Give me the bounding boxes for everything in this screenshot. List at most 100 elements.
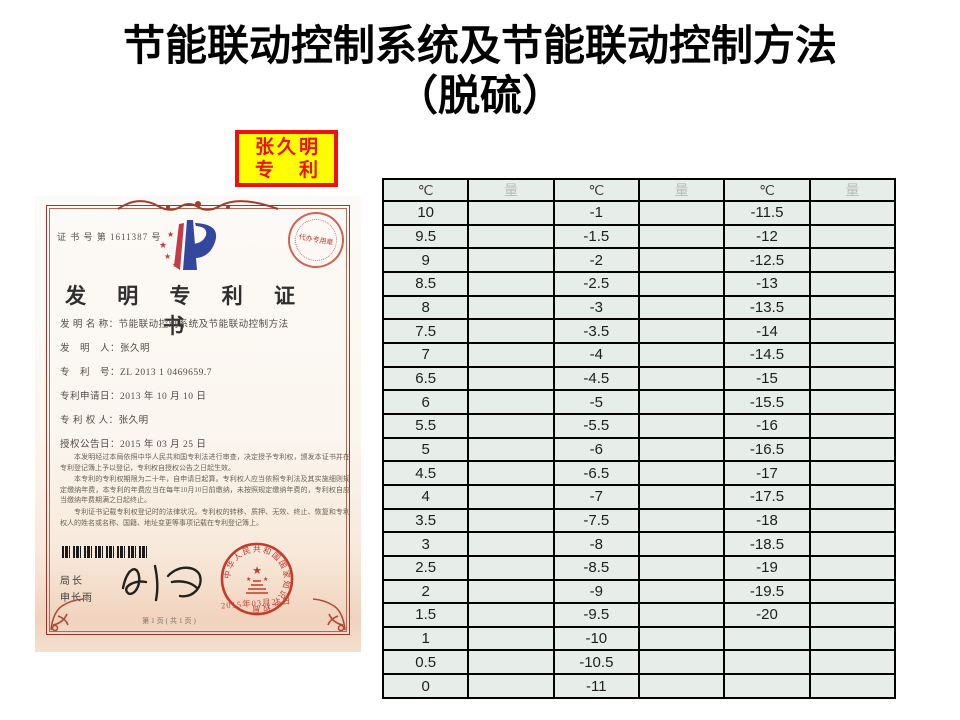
table-row: 2.5 -8.5 -19 <box>381 554 897 581</box>
table-cell: -5 <box>552 389 640 415</box>
table-cell <box>637 578 726 605</box>
table-cell <box>467 294 555 321</box>
table-cell: -9.5 <box>552 602 640 628</box>
table-cell <box>808 531 897 557</box>
table-cell: -8.5 <box>552 554 640 581</box>
svg-text:★: ★ <box>159 240 167 250</box>
page-footer: 第1页(共1页) <box>142 617 198 625</box>
table-cell <box>808 673 897 699</box>
table-cell <box>467 483 555 510</box>
table-cell: -1 <box>552 200 640 226</box>
table-cell: 6.5 <box>381 365 470 392</box>
table-row: 8 -3 -13.5 <box>381 294 897 321</box>
header-temp: ℃ <box>552 178 640 202</box>
table-cell: 0 <box>381 673 470 699</box>
table-cell <box>637 554 726 581</box>
table-cell: -7.5 <box>552 507 640 534</box>
certificate-field: 发 明 名 称：节能联动控制系统及节能联动控制方法 <box>60 320 289 330</box>
director-label: 局长 <box>60 576 84 587</box>
table-cell: 4 <box>381 483 470 510</box>
table-cell <box>637 483 726 510</box>
table-cell: -13.5 <box>723 294 811 321</box>
table-cell: 1.5 <box>381 602 470 628</box>
signature-icon <box>121 564 202 602</box>
table-cell: -17.5 <box>723 483 811 510</box>
table-cell <box>808 247 897 273</box>
temp-table-body: 10 -1 -11.5 9.5 -1.5 -12 9 -2 -12.5 8.5 -2.5 -13 8 -3… <box>381 200 897 699</box>
table-cell: 8 <box>381 294 470 321</box>
table-cell <box>637 223 726 250</box>
table-cell <box>467 200 555 226</box>
table-cell: 0.5 <box>381 649 470 676</box>
table-cell <box>808 341 897 368</box>
table-cell <box>467 341 555 368</box>
table-cell: 2 <box>381 578 470 605</box>
table-cell <box>467 223 555 250</box>
svg-text:★: ★ <box>246 576 251 583</box>
table-row: 7 -4 -14.5 <box>381 341 897 368</box>
table-cell: -11.5 <box>723 200 811 226</box>
table-cell <box>637 531 726 557</box>
table-cell <box>637 294 726 321</box>
table-cell: -7 <box>552 483 640 510</box>
table-row: 5.5 -5.5 -16 <box>381 412 897 439</box>
table-cell: -12 <box>723 223 811 250</box>
table-cell: -17 <box>723 460 811 486</box>
table-row: 0 -11 <box>381 673 897 699</box>
table-cell: 5.5 <box>381 412 470 439</box>
table-cell <box>808 223 897 250</box>
table-cell: -16 <box>723 412 811 439</box>
certificate-field: 授权公告日：2015 年 03 月 25 日 <box>60 440 207 450</box>
table-cell <box>637 507 726 534</box>
table-cell <box>808 602 897 628</box>
table-cell <box>808 649 897 676</box>
table-cell <box>467 649 555 676</box>
table-cell <box>467 673 555 699</box>
table-cell: -2 <box>552 247 640 273</box>
table-cell <box>637 200 726 226</box>
table-cell: 10 <box>381 200 470 226</box>
table-cell <box>467 507 555 534</box>
certificate-number: 证 书 号 第 1611387 号 <box>57 232 162 242</box>
table-row: 7.5 -3.5 -14 <box>381 318 897 344</box>
table-cell: 3 <box>381 531 470 557</box>
certificate-field: 发 明 人：张久明 <box>60 344 151 354</box>
table-cell: -12.5 <box>723 247 811 273</box>
table-cell <box>637 389 726 415</box>
table-row: 2 -9 -19.5 <box>381 578 897 605</box>
table-cell: -18 <box>723 507 811 534</box>
table-cell: -16.5 <box>723 436 811 463</box>
table-cell: -19.5 <box>723 578 811 605</box>
badge-line-1: 张久明 <box>254 136 321 158</box>
table-cell <box>808 483 897 510</box>
table-row: 1 -10 <box>381 625 897 652</box>
table-cell <box>808 294 897 321</box>
table-cell <box>637 602 726 628</box>
table-cell <box>723 649 811 676</box>
certificate-paragraph: 本发明经过本局依照中华人民共和国专利法进行审查，决定授予专利权，颁发本证书并在专… <box>60 453 350 472</box>
svg-text:★: ★ <box>172 261 178 269</box>
table-cell: -11 <box>552 673 640 699</box>
table-row: 6.5 -4.5 -15 <box>381 365 897 392</box>
table-row: 9.5 -1.5 -12 <box>381 223 897 250</box>
table-cell: -4 <box>552 341 640 368</box>
table-cell <box>808 625 897 652</box>
table-cell: -20 <box>723 602 811 628</box>
table-cell <box>467 318 555 344</box>
table-cell: 8.5 <box>381 270 470 297</box>
table-cell: 3.5 <box>381 507 470 534</box>
official-seal-icon: 中华人民共和国国家知识产权局 ★ ★ ★ <box>220 542 294 616</box>
corner-ornament-icon <box>312 598 346 632</box>
temperature-table: ℃ 量 ℃ 量 ℃ 量 10 -1 -11.5 9.5 -1.5 -12 9 -2 -12.5 8.5 -2.… <box>381 178 897 699</box>
table-cell <box>808 200 897 226</box>
table-cell <box>723 673 811 699</box>
certificate-paragraph: 本专利的专利权期限为二十年，自申请日起算。专利权人应当依照专利法及其实施细则规定… <box>60 475 350 505</box>
table-cell: -15.5 <box>723 389 811 415</box>
svg-text:★: ★ <box>167 230 174 239</box>
table-cell <box>637 673 726 699</box>
table-cell <box>723 625 811 652</box>
table-cell: -9 <box>552 578 640 605</box>
title-line-2: （脱硫） <box>395 74 564 120</box>
table-cell <box>467 365 555 392</box>
